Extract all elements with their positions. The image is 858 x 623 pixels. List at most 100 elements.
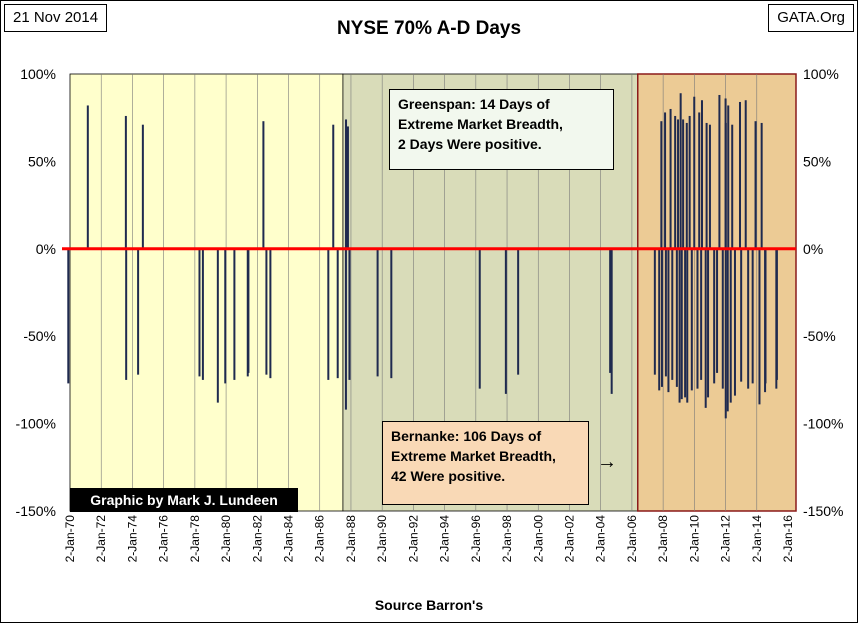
data-bar bbox=[669, 108, 672, 249]
data-bar bbox=[760, 122, 763, 249]
y-tick-label-left: -100% bbox=[16, 416, 56, 432]
data-bar bbox=[201, 248, 204, 380]
credit-label: Graphic by Mark J. Lundeen bbox=[70, 488, 298, 512]
x-tick-label: 2-Jan-12 bbox=[719, 515, 733, 563]
greenspan-line-1: Greenspan: 14 Days of bbox=[398, 96, 550, 112]
data-bar bbox=[346, 126, 349, 249]
bernanke-annotation: Bernanke: 106 Days of Extreme Market Bre… bbox=[382, 421, 589, 505]
data-bar bbox=[708, 124, 711, 249]
data-bar bbox=[686, 248, 689, 403]
data-bar bbox=[327, 248, 330, 380]
data-bar bbox=[660, 248, 663, 387]
x-tick-label: 2-Jan-14 bbox=[750, 515, 764, 563]
y-tick-label-left: 0% bbox=[36, 241, 56, 257]
x-tick-label: 2-Jan-92 bbox=[406, 515, 420, 563]
y-tick-label-left: -150% bbox=[16, 503, 56, 519]
data-bar bbox=[247, 248, 250, 373]
x-tick-label: 2-Jan-94 bbox=[438, 515, 452, 563]
data-bar bbox=[693, 96, 696, 249]
y-tick-labels: 100% 100% 50% 50% 0% 0% -50% -50% -100% -100% -150… bbox=[16, 66, 844, 519]
greenspan-line-3: 2 Days Were positive. bbox=[398, 136, 542, 152]
data-bar bbox=[198, 248, 201, 377]
data-bar bbox=[705, 122, 708, 249]
x-tick-label: 2-Jan-04 bbox=[594, 515, 608, 563]
x-axis-label: Source Barron's bbox=[374, 597, 484, 613]
data-bar bbox=[775, 248, 778, 380]
data-bar bbox=[684, 248, 687, 398]
data-bar bbox=[653, 248, 656, 375]
data-bar bbox=[724, 248, 727, 419]
y-tick-label-right: -100% bbox=[803, 416, 843, 432]
data-bar bbox=[517, 248, 520, 375]
greenspan-annotation: Greenspan: 14 Days of Extreme Market Bre… bbox=[389, 89, 614, 170]
x-tick-label: 2-Jan-10 bbox=[687, 515, 701, 563]
data-bar bbox=[700, 248, 703, 380]
data-bar bbox=[671, 248, 674, 380]
data-bar bbox=[125, 248, 128, 380]
data-bar bbox=[674, 115, 677, 249]
site-stamp: GATA.Org bbox=[768, 4, 854, 32]
x-tick-label: 2-Jan-00 bbox=[531, 515, 545, 563]
data-bar bbox=[67, 248, 70, 384]
data-bar bbox=[726, 248, 729, 412]
data-bar bbox=[677, 119, 680, 249]
y-tick-label-right: -50% bbox=[803, 328, 836, 344]
data-bar bbox=[262, 121, 265, 249]
x-tick-label: 2-Jan-82 bbox=[250, 515, 264, 563]
data-bar bbox=[137, 248, 140, 375]
data-bar bbox=[233, 248, 236, 380]
data-bar bbox=[724, 122, 727, 249]
bernanke-line-1: Bernanke: 106 Days of bbox=[391, 428, 542, 444]
data-bar bbox=[667, 248, 670, 393]
x-tick-label: 2-Jan-80 bbox=[219, 515, 233, 563]
x-tick-label: 2-Jan-84 bbox=[282, 515, 296, 563]
bernanke-line-2: Extreme Market Breadth, bbox=[391, 448, 556, 464]
bars bbox=[67, 93, 778, 419]
x-tick-label: 2-Jan-78 bbox=[188, 515, 202, 563]
y-tick-label-right: 50% bbox=[803, 153, 831, 169]
data-bar bbox=[729, 248, 732, 403]
data-bar bbox=[680, 248, 683, 400]
data-bar bbox=[758, 248, 761, 405]
arrow-icon: → bbox=[597, 451, 617, 473]
data-bar bbox=[754, 121, 757, 249]
data-bar bbox=[390, 248, 393, 379]
x-tick-label: 2-Jan-96 bbox=[469, 515, 483, 563]
data-bar bbox=[336, 248, 339, 379]
data-bar bbox=[124, 115, 127, 249]
x-tick-label: 2-Jan-16 bbox=[781, 515, 795, 563]
x-tick-label: 2-Jan-74 bbox=[125, 515, 139, 563]
y-tick-label-left: 100% bbox=[20, 66, 56, 82]
data-bar bbox=[733, 248, 736, 396]
data-bar bbox=[609, 248, 612, 373]
data-bar bbox=[718, 94, 721, 249]
x-tick-labels: 2-Jan-70 2-Jan-72 2-Jan-74 2-Jan-76 2-Jan-78… bbox=[63, 515, 795, 563]
data-bar bbox=[696, 248, 699, 389]
data-bar bbox=[141, 124, 144, 249]
data-bar bbox=[682, 119, 685, 249]
bernanke-line-3: 42 Were positive. bbox=[391, 468, 506, 484]
y-tick-label-right: 0% bbox=[803, 241, 823, 257]
data-bar bbox=[348, 248, 351, 380]
data-bar bbox=[690, 248, 693, 391]
data-bar bbox=[679, 93, 682, 249]
data-bar bbox=[376, 248, 379, 377]
x-tick-label: 2-Jan-70 bbox=[63, 515, 77, 563]
y-tick-label-right: 100% bbox=[803, 66, 839, 82]
data-bar bbox=[224, 248, 227, 384]
data-bar bbox=[658, 248, 661, 391]
x-tick-label: 2-Jan-86 bbox=[313, 515, 327, 563]
x-tick-label: 2-Jan-02 bbox=[562, 515, 576, 563]
region-pre-greenspan bbox=[69, 73, 344, 512]
data-bar bbox=[764, 248, 767, 384]
data-bar bbox=[685, 122, 688, 249]
data-bar bbox=[664, 248, 667, 377]
data-bar bbox=[740, 248, 743, 382]
x-tick-label: 2-Jan-06 bbox=[625, 515, 639, 563]
data-bar bbox=[707, 248, 710, 398]
data-bar bbox=[504, 248, 507, 394]
data-bar bbox=[713, 248, 716, 384]
x-tick-label: 2-Jan-72 bbox=[94, 515, 108, 563]
x-tick-label: 2-Jan-98 bbox=[500, 515, 514, 563]
data-bar bbox=[727, 105, 730, 249]
